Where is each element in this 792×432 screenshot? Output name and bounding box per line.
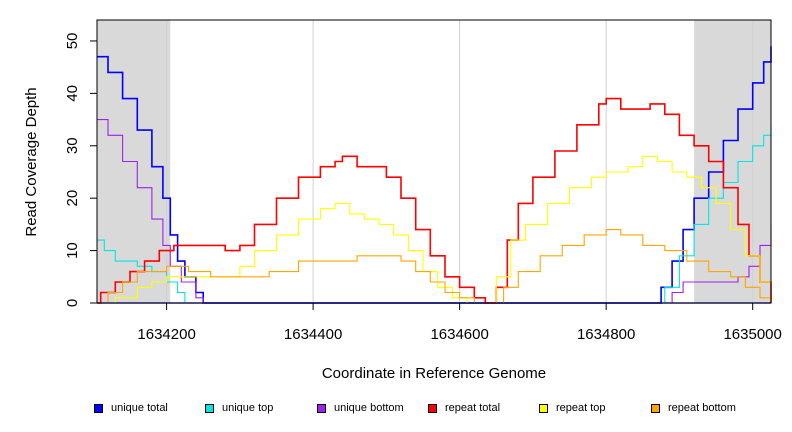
- series-line-repeat-top: [97, 155, 772, 304]
- legend-swatch: [94, 403, 103, 413]
- legend-swatch: [205, 403, 214, 413]
- y-tick-label-5: 40: [64, 85, 81, 102]
- x-tick-label-1: 1634200: [137, 326, 195, 343]
- legend-label: unique total: [111, 402, 168, 414]
- legend-label: unique top: [222, 402, 274, 414]
- legend-swatch: [317, 403, 326, 413]
- legend-item-repeat-bottom: repeat bottom: [651, 396, 736, 420]
- series-line-unique-total: [97, 46, 772, 304]
- legend-swatch: [428, 403, 437, 413]
- x-axis: 1634200 1634400 1634600 1634800 1635000: [137, 302, 782, 343]
- legend-label: unique bottom: [334, 402, 404, 414]
- x-tick-label-5: 1635000: [723, 326, 781, 343]
- legend-label: repeat bottom: [668, 402, 736, 414]
- series-line-repeat-total: [97, 97, 772, 304]
- shaded-regions: [97, 20, 771, 303]
- series-lines: [97, 20, 772, 304]
- legend-swatch: [539, 403, 548, 413]
- legend-label: repeat top: [556, 402, 606, 414]
- legend-item-unique-bottom: unique bottom: [317, 396, 404, 420]
- legend-label: repeat total: [445, 402, 501, 414]
- x-tick-label-3: 1634600: [430, 326, 488, 343]
- y-axis-label: Read Coverage Depth: [23, 87, 40, 236]
- x-tick-label-4: 1634800: [577, 326, 635, 343]
- y-tick-label-2: 10: [64, 242, 81, 259]
- y-tick-label-1: 0: [64, 299, 81, 307]
- series-line-unique-top: [97, 124, 772, 304]
- legend-item-repeat-total: repeat total: [428, 396, 500, 420]
- legend-swatch: [651, 403, 660, 413]
- y-tick-label-3: 20: [64, 190, 81, 207]
- y-tick-label-6: 50: [64, 33, 81, 50]
- x-axis-label: Coordinate in Reference Genome: [322, 365, 546, 382]
- legend-item-unique-total: unique total: [94, 396, 168, 420]
- legend: unique total unique top unique bottom repea…: [0, 396, 792, 420]
- legend-item-repeat-top: repeat top: [539, 396, 606, 420]
- series-line-repeat-bottom: [97, 229, 772, 304]
- series-line-unique-bottom: [97, 119, 772, 304]
- y-axis: 0 10 20 30 40 50: [64, 33, 98, 307]
- y-tick-label-4: 30: [64, 137, 81, 154]
- legend-item-unique-top: unique top: [205, 396, 273, 420]
- x-tick-label-2: 1634400: [284, 326, 342, 343]
